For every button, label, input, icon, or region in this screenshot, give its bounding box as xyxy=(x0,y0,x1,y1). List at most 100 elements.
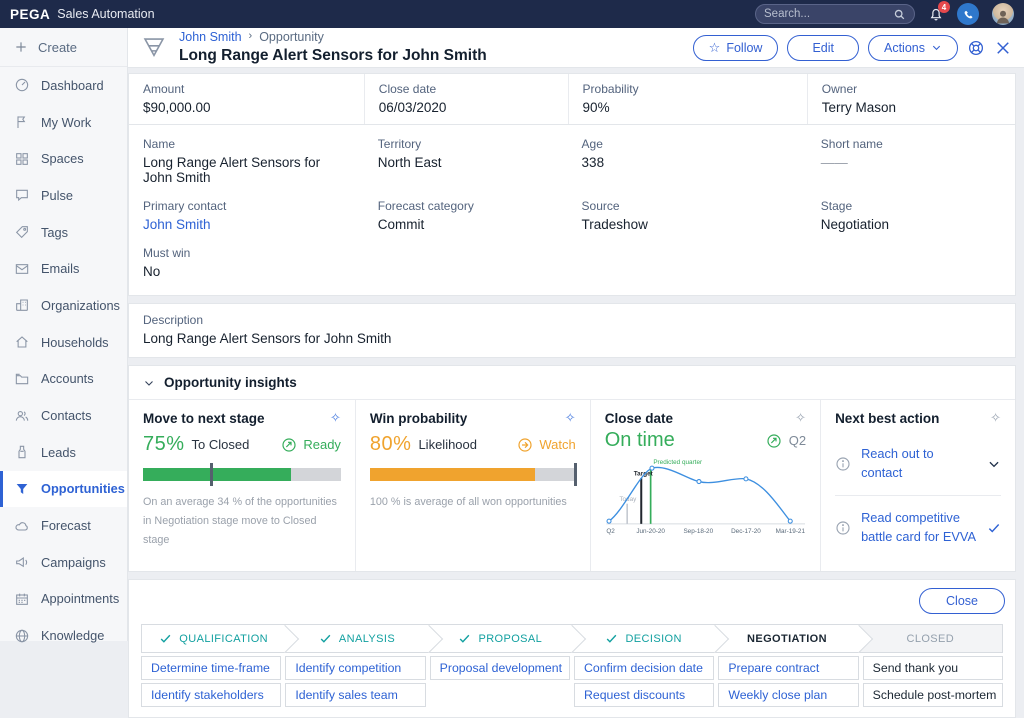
sidebar-item-forecast[interactable]: Forecast xyxy=(0,507,127,544)
top-navbar: PEGA Sales Automation 4 xyxy=(0,0,1024,28)
task-request-discounts[interactable]: Request discounts xyxy=(573,683,715,708)
stages-card: Close QUALIFICATION ANALYSIS PROPOSAL DECIS… xyxy=(128,579,1016,718)
check-icon xyxy=(319,632,332,645)
close-button[interactable]: Close xyxy=(919,588,1005,615)
stage-label: PROPOSAL xyxy=(478,632,543,645)
nba-link-reach-out[interactable]: Reach out to contact xyxy=(861,446,934,480)
edit-button[interactable]: Edit xyxy=(787,34,859,61)
lifebuoy-settings-icon xyxy=(967,39,985,57)
global-search[interactable] xyxy=(755,4,915,24)
stage-label: NEGOTIATION xyxy=(746,632,827,645)
svg-text:Target: Target xyxy=(633,471,653,478)
sidebar-item-accounts[interactable]: Accounts xyxy=(0,361,127,398)
move-stage-status: Ready xyxy=(303,437,341,452)
sidebar-item-appointments[interactable]: Appointments xyxy=(0,581,127,618)
close-date-value: 06/03/2020 xyxy=(378,100,447,115)
move-stage-progress-bar xyxy=(143,463,341,486)
collapse-chevron-icon xyxy=(143,377,155,389)
task-send-thank-you: Send thank you xyxy=(862,656,1003,681)
svg-text:Today: Today xyxy=(619,496,637,503)
arrow-right-circle-icon xyxy=(517,437,533,453)
sidebar-item-organizations[interactable]: Organizations xyxy=(0,287,127,324)
info-icon xyxy=(835,456,851,472)
svg-text:Jun-20-20: Jun-20-20 xyxy=(636,528,665,535)
close-button-header[interactable] xyxy=(994,39,1012,57)
stage-label: ANALYSIS xyxy=(338,632,396,645)
sidebar-item-spaces[interactable]: Spaces xyxy=(0,140,127,177)
stage-proposal[interactable]: PROPOSAL xyxy=(428,625,572,653)
sidebar-item-households[interactable]: Households xyxy=(0,324,127,361)
sidebar-item-label: Appointments xyxy=(41,591,120,607)
stage-label: QUALIFICATION xyxy=(179,632,269,645)
must-win-value: No xyxy=(143,264,161,279)
primary-contact-link[interactable]: John Smith xyxy=(143,217,211,232)
stage-closed[interactable]: CLOSED xyxy=(858,625,1002,653)
search-input[interactable] xyxy=(764,8,893,20)
move-stage-caption: On an average 34 % of the opportunities … xyxy=(143,496,337,546)
chevron-down-icon[interactable] xyxy=(987,457,1001,471)
funnel-icon xyxy=(14,481,30,497)
field-label: Amount xyxy=(143,82,185,96)
stage-analysis[interactable]: ANALYSIS xyxy=(285,625,429,653)
breadcrumb-contact-link[interactable]: John Smith xyxy=(179,29,242,44)
stage-tasks-grid: Determine time-frame Identify competition… xyxy=(141,656,1003,708)
sidebar-item-contacts[interactable]: Contacts xyxy=(0,397,127,434)
phone-button[interactable] xyxy=(957,3,979,25)
task-identify-competition[interactable]: Identify competition xyxy=(285,656,426,681)
search-icon xyxy=(893,8,906,21)
sidebar-item-pulse[interactable]: Pulse xyxy=(0,177,127,214)
svg-text:Q2: Q2 xyxy=(606,528,615,535)
plus-icon xyxy=(14,40,28,54)
flag-icon xyxy=(14,114,30,130)
dashboard-icon xyxy=(14,77,30,93)
task-weekly-close-plan[interactable]: Weekly close plan xyxy=(718,683,859,708)
stage-value: Negotiation xyxy=(820,217,890,232)
nba-link-battle-card[interactable]: Read competitive battle card for EVVA xyxy=(861,510,977,544)
sidebar-item-dashboard[interactable]: Dashboard xyxy=(0,67,127,104)
stage-negotiation[interactable]: NEGOTIATION xyxy=(715,625,859,653)
create-button[interactable]: Create xyxy=(0,28,127,67)
move-stage-percent: 75% xyxy=(143,433,185,455)
folder-icon xyxy=(14,371,30,387)
nba-item: Read competitive battle card for EVVA xyxy=(835,495,1001,559)
follow-button[interactable]: ☆ Follow xyxy=(692,34,779,61)
actions-button[interactable]: Actions xyxy=(868,34,958,61)
phone-icon xyxy=(962,8,975,21)
task-identify-sales-team[interactable]: Identify sales team xyxy=(285,683,426,708)
sidebar-item-label: Pulse xyxy=(41,187,74,203)
task-identify-stakeholders[interactable]: Identify stakeholders xyxy=(141,683,282,708)
sidebar-item-label: Forecast xyxy=(41,518,91,534)
short-name-value: —— xyxy=(820,155,848,170)
close-date-chart: Today Target Predicted quarter Q2 Jun-20… xyxy=(606,459,805,535)
stage-decision[interactable]: DECISION xyxy=(571,625,716,653)
task-proposal-development[interactable]: Proposal development xyxy=(429,656,570,681)
win-probability-caption: 100 % is average of all won opportunitie… xyxy=(369,496,567,508)
stage-label: CLOSED xyxy=(906,632,955,645)
notification-badge: 4 xyxy=(938,1,950,13)
field-label: Owner xyxy=(821,82,858,96)
sidebar-item-label: Tags xyxy=(41,224,69,240)
sidebar-item-my-work[interactable]: My Work xyxy=(0,104,127,141)
field-label: Probability xyxy=(582,82,639,96)
sidebar-item-campaigns[interactable]: Campaigns xyxy=(0,544,127,581)
grid-icon xyxy=(14,151,30,167)
nba-item: Reach out to contact xyxy=(835,432,1001,495)
sidebar-item-opportunities[interactable]: Opportunities xyxy=(0,470,127,508)
people-icon xyxy=(14,408,30,424)
stage-qualification[interactable]: QUALIFICATION xyxy=(142,625,286,653)
sidebar-item-label: Knowledge xyxy=(41,628,105,644)
breadcrumb: John Smith › Opportunity xyxy=(179,30,487,46)
task-prepare-contract[interactable]: Prepare contract xyxy=(718,656,859,681)
insights-header[interactable]: Opportunity insights xyxy=(129,366,1015,400)
sidebar-item-emails[interactable]: Emails xyxy=(0,250,127,287)
task-confirm-decision-date[interactable]: Confirm decision date xyxy=(573,656,715,681)
home-icon xyxy=(14,334,30,350)
probability-value: 90% xyxy=(582,100,610,115)
notifications-button[interactable]: 4 xyxy=(928,1,950,22)
task-determine-time-frame[interactable]: Determine time-frame xyxy=(141,656,282,681)
sidebar-item-tags[interactable]: Tags xyxy=(0,214,127,251)
sidebar-item-leads[interactable]: Leads xyxy=(0,434,127,471)
user-avatar[interactable] xyxy=(992,3,1014,25)
opportunity-funnel-icon xyxy=(140,34,168,61)
settings-button[interactable] xyxy=(967,39,985,57)
